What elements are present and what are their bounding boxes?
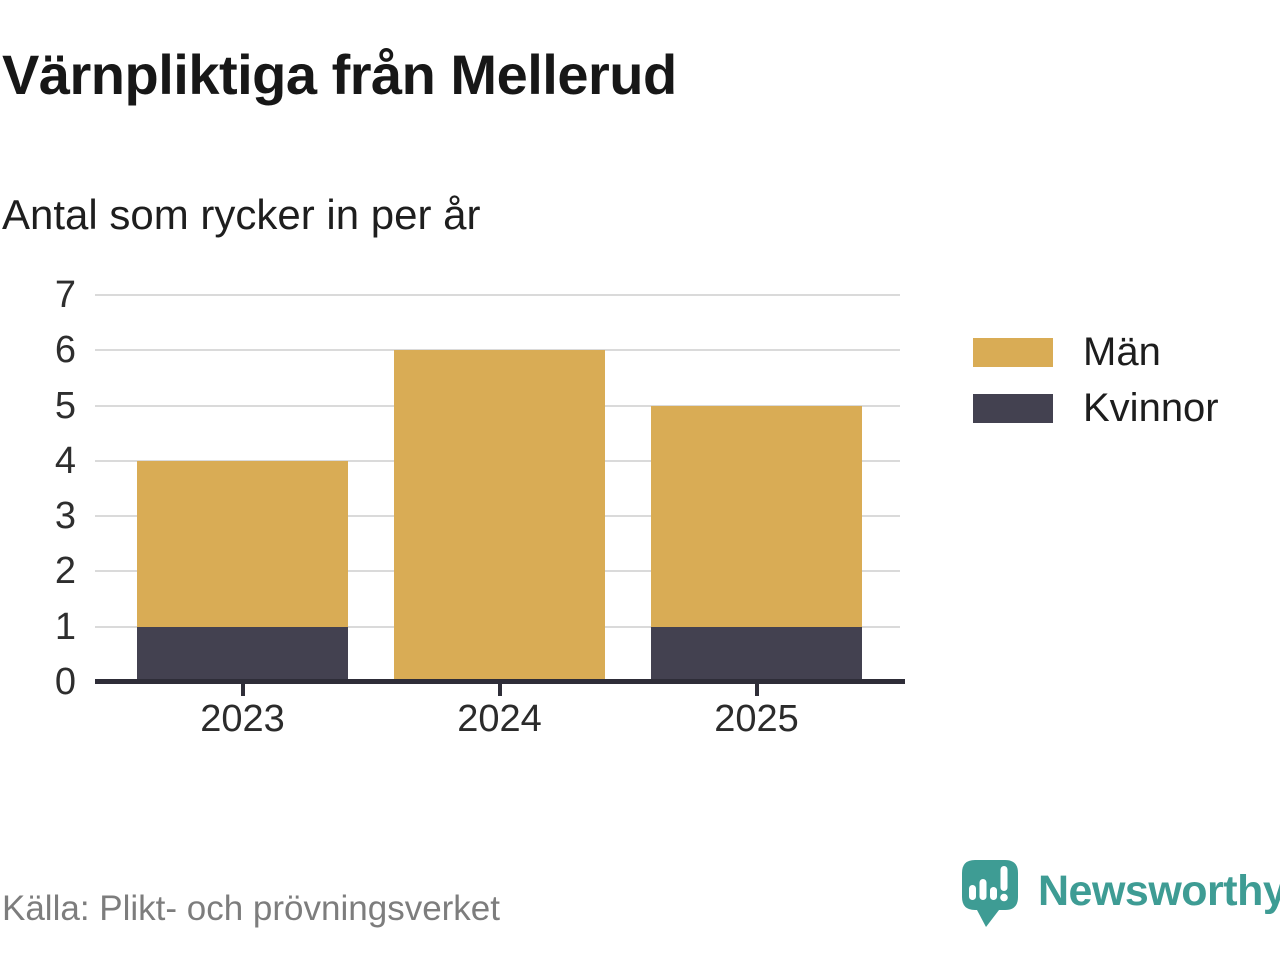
- x-axis-tick: [240, 684, 245, 696]
- chart-subtitle: Antal som rycker in per år: [2, 191, 481, 238]
- stacked-bar-2024: [394, 295, 605, 682]
- y-tick-label: 5: [54, 384, 76, 427]
- legend-swatch-men: [973, 337, 1053, 367]
- legend-item-kvinnor: Kvinnor: [973, 388, 1219, 428]
- bar-group-2025: 2025: [628, 295, 885, 738]
- x-axis-line: [95, 679, 905, 684]
- stacked-bar-2025: [651, 295, 862, 682]
- y-tick-label: 2: [54, 550, 76, 593]
- source-attribution: Källa: Plikt- och prövningsverket: [2, 889, 500, 928]
- x-tick-label: 2024: [457, 698, 542, 740]
- brand-name: Newsworthy: [1038, 867, 1280, 915]
- bar-segment-man: [651, 405, 862, 627]
- x-axis-tick: [497, 684, 502, 696]
- legend: Män Kvinnor: [973, 332, 1219, 449]
- plot-area: 2023 2024 2025: [95, 294, 900, 738]
- bar-group-2023: 2023: [114, 295, 371, 738]
- gridline-y7: [95, 294, 900, 296]
- y-tick-label: 1: [54, 605, 76, 648]
- y-axis-labels: 0 1 2 3 4 5 6 7: [0, 276, 76, 701]
- y-tick-label: 0: [54, 661, 76, 703]
- bar-group-2024: 2024: [371, 295, 628, 738]
- bar-segment-kvinnor: [651, 626, 862, 682]
- y-tick-label: 4: [54, 439, 76, 482]
- legend-label-men: Män: [1083, 330, 1161, 374]
- newsworthy-bar-chart-bubble-icon: [962, 860, 1018, 927]
- bars-area: 2023 2024 2025: [114, 295, 885, 738]
- y-tick-label: 3: [54, 495, 76, 538]
- brand-logo: Newsworthy: [962, 860, 1280, 928]
- y-tick-label: 7: [54, 274, 76, 316]
- bar-segment-man: [137, 460, 348, 627]
- stacked-bar-2023: [137, 295, 348, 682]
- x-axis-tick: [754, 684, 759, 696]
- page-title: Värnpliktiga från Mellerud: [2, 43, 677, 106]
- x-tick-label: 2023: [200, 698, 285, 740]
- bar-segment-man: [394, 350, 605, 682]
- y-tick-label: 6: [54, 329, 76, 372]
- x-tick-label: 2025: [714, 698, 799, 740]
- legend-swatch-kvinnor: [973, 393, 1053, 423]
- legend-label-kvinnor: Kvinnor: [1083, 386, 1219, 430]
- bar-segment-kvinnor: [137, 626, 348, 682]
- legend-item-men: Män: [973, 332, 1219, 372]
